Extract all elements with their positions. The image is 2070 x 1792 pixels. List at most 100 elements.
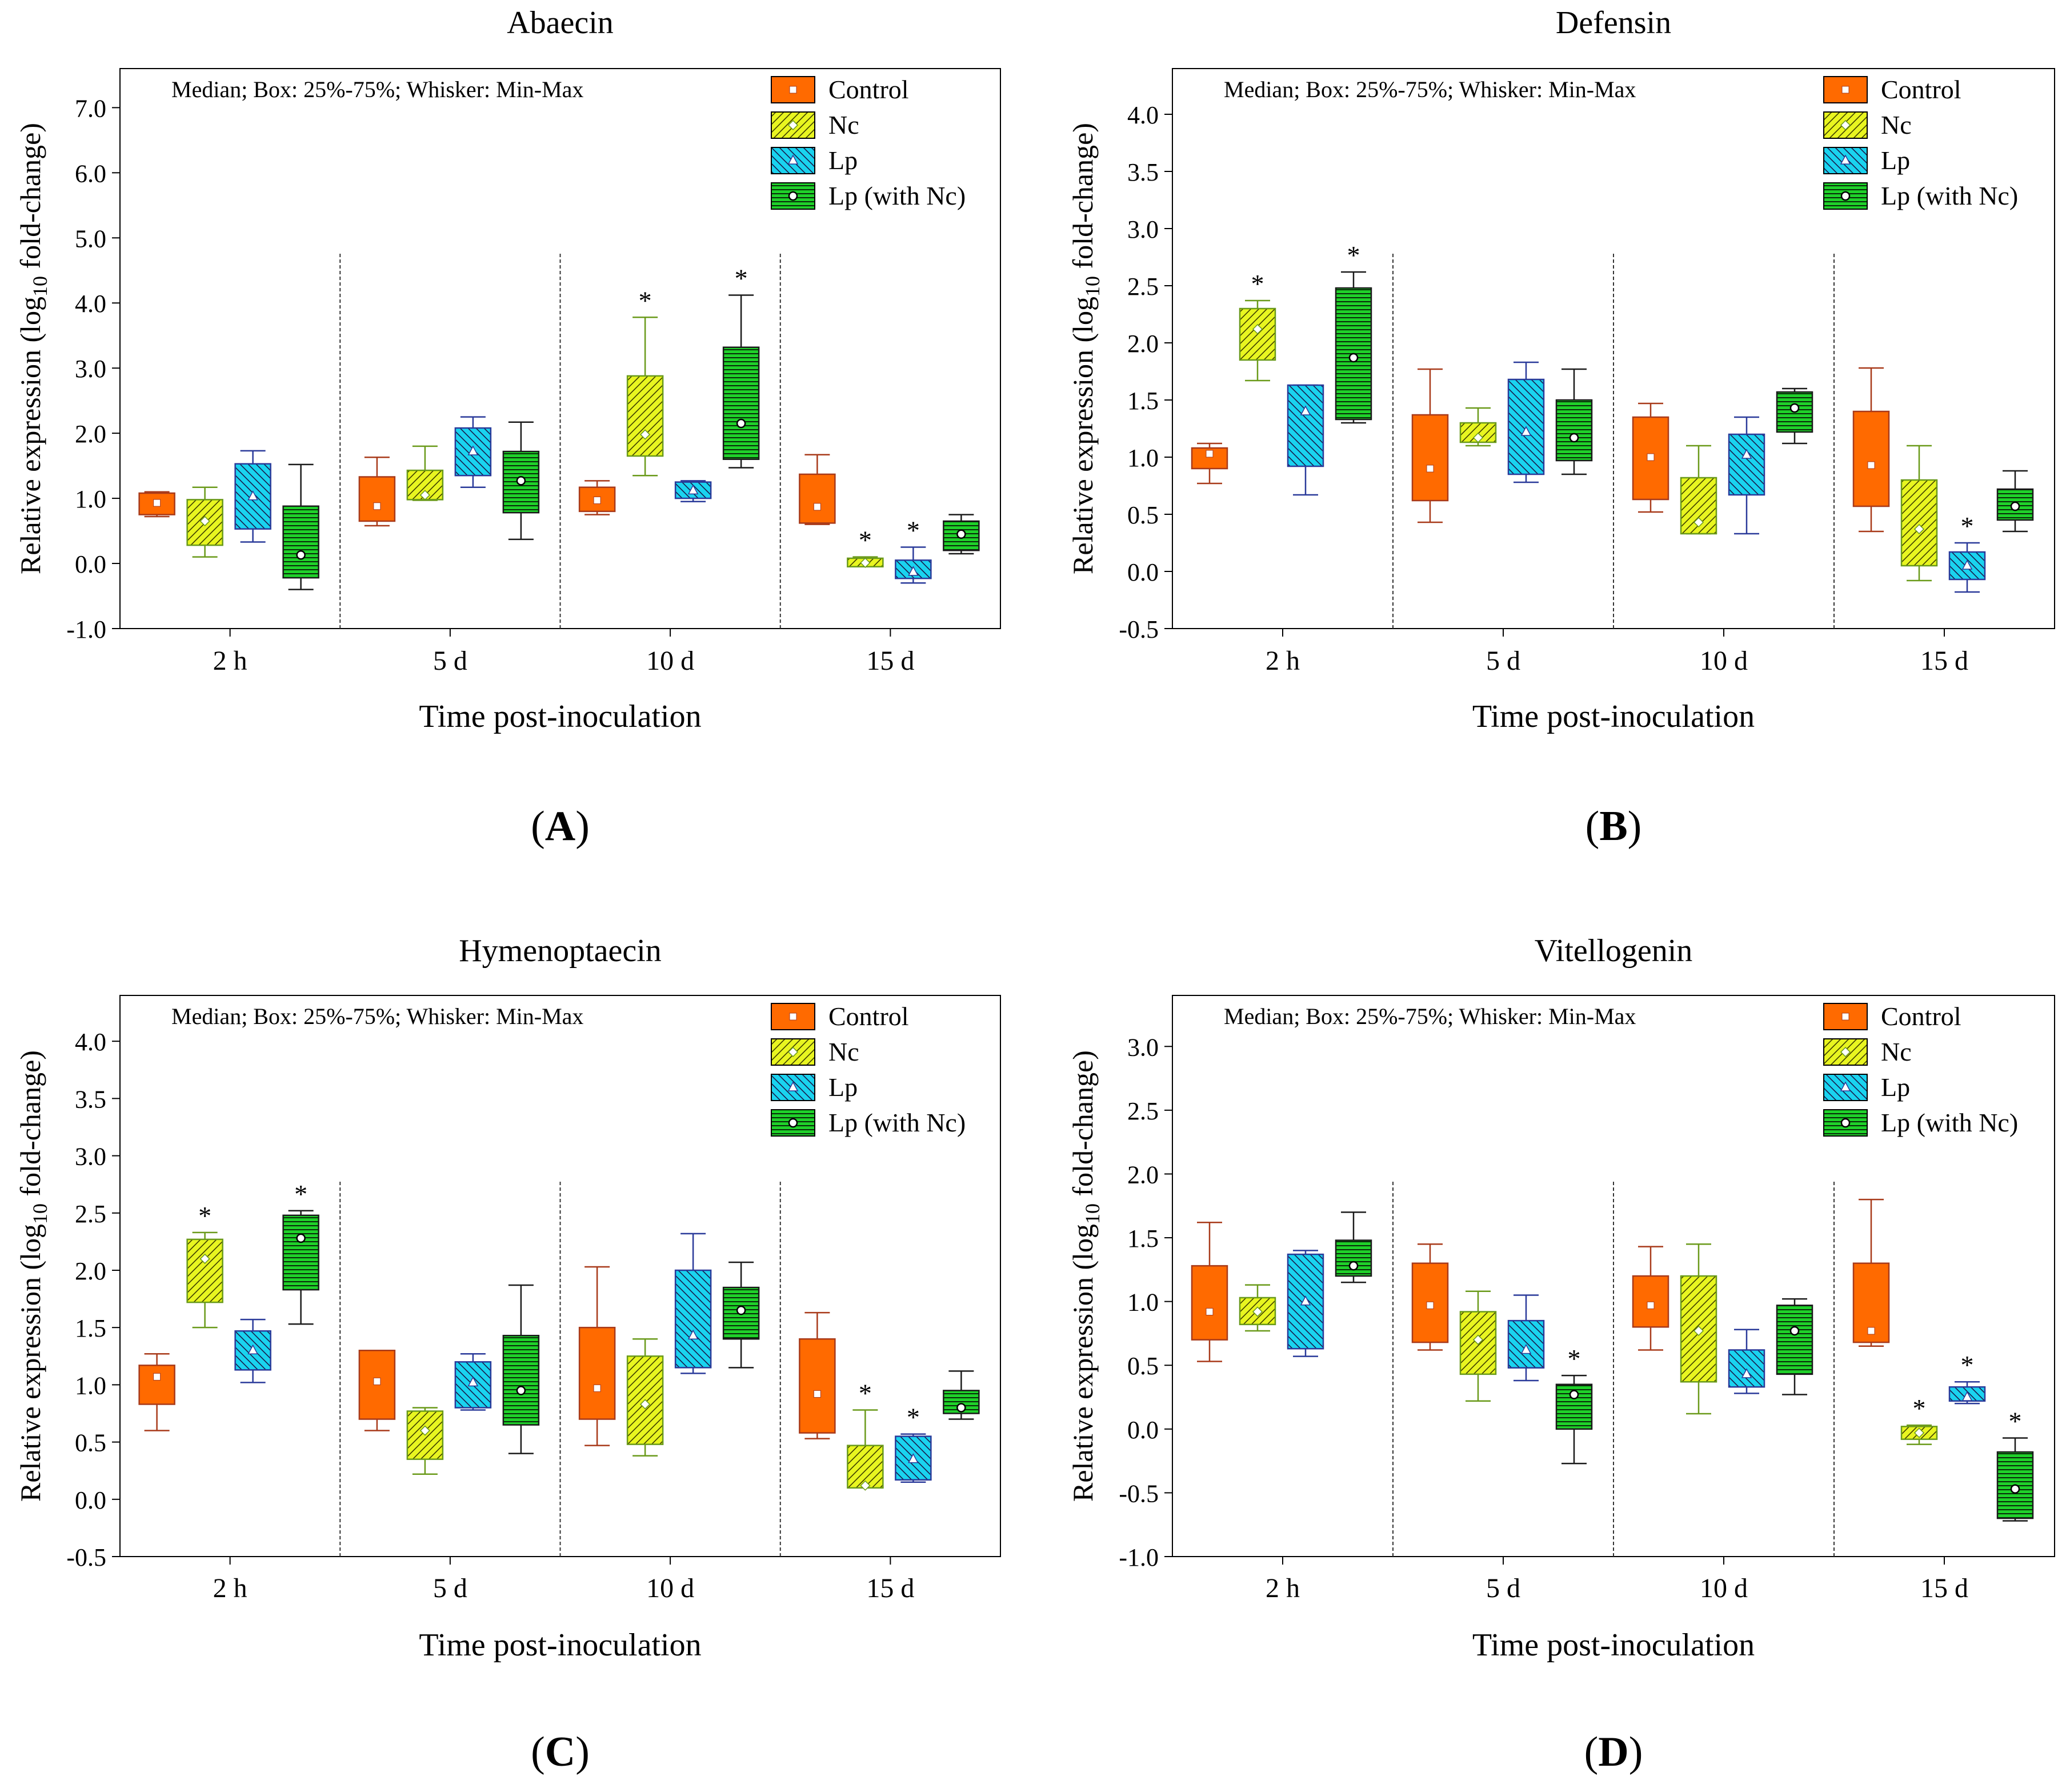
marker-triangle: [1840, 1081, 1851, 1091]
x-tick-label: 2 h: [1266, 1573, 1300, 1603]
y-tick-label: 0.0: [75, 550, 106, 578]
marker-circle: [516, 476, 526, 486]
significance-star: *: [859, 1378, 872, 1407]
box-0-2: [234, 450, 271, 543]
y-tick-label: 2.0: [75, 1257, 106, 1285]
y-tick-label: 3.5: [1127, 158, 1159, 186]
significance-star: *: [907, 1403, 920, 1432]
x-tick-label: 5 d: [1486, 646, 1520, 676]
box-1-1: [1459, 1290, 1497, 1402]
marker-triangle: [908, 1453, 919, 1463]
marker-triangle: [1300, 405, 1311, 415]
box-3-0: [799, 454, 836, 525]
x-tick-label: 15 d: [866, 646, 914, 676]
marker-circle: [956, 1403, 966, 1413]
x-axis-label: Time post-inoculation: [1472, 699, 1755, 734]
box-3-1: *: [1900, 1394, 1938, 1445]
box-iqr: [626, 375, 664, 457]
legend-label: Lp: [1881, 1073, 1910, 1102]
legend-label: Control: [1881, 75, 1961, 104]
y-tick-label: 2.5: [75, 1200, 106, 1228]
y-tick-label: 4.0: [75, 290, 106, 318]
chart-title: Abaecin: [507, 5, 614, 41]
marker-triangle: [467, 445, 479, 455]
marker-diamond: [199, 515, 210, 527]
marker-circle: [1840, 191, 1851, 201]
marker-triangle: [1520, 1343, 1532, 1354]
marker-square: [1841, 1013, 1849, 1021]
box-iqr: [578, 1326, 616, 1420]
significance-star: *: [198, 1201, 211, 1230]
legend-label: Lp (with Nc): [828, 181, 966, 210]
box-3-2: *: [895, 516, 932, 584]
marker-triangle: [687, 1329, 699, 1339]
significance-star: *: [639, 286, 652, 315]
marker-square: [1647, 453, 1655, 461]
y-axis-label: Relative expression (log10 fold-change): [1067, 1050, 1104, 1502]
marker-circle: [2010, 501, 2020, 511]
box-1-2: [454, 416, 492, 488]
y-axis-label: Relative expression (log10 fold-change): [14, 1050, 51, 1502]
marker-circle: [296, 1233, 306, 1243]
y-tick-label: 2.0: [1127, 1161, 1159, 1189]
significance-star: *: [1961, 511, 1974, 541]
marker-square: [373, 502, 381, 510]
x-tick-label: 10 d: [1700, 1573, 1748, 1603]
y-tick-label: 0.0: [1127, 558, 1159, 586]
box-iqr: [1900, 479, 1938, 567]
box-0-2: [1287, 1250, 1324, 1357]
y-tick-label: 3.0: [1127, 215, 1159, 243]
x-tick-label: 15 d: [1920, 646, 1968, 676]
y-tick-label: 2.5: [1127, 1097, 1159, 1125]
box-iqr: [799, 1338, 836, 1434]
box-2-2: [674, 480, 712, 503]
marker-diamond: [640, 1399, 651, 1410]
significance-star: *: [907, 516, 920, 545]
x-axis-label: Time post-inoculation: [419, 699, 701, 734]
summary-note: Median; Box: 25%-75%; Whisker: Min-Max: [171, 1003, 583, 1029]
marker-diamond: [1472, 1334, 1484, 1345]
y-tick-label: 0.0: [75, 1486, 106, 1514]
box-iqr: [1287, 384, 1324, 467]
marker-square: [1426, 1301, 1434, 1309]
box-2-3: [722, 1261, 760, 1369]
marker-circle: [1789, 403, 1800, 413]
box-3-3: [1996, 470, 2034, 533]
panel-label: (A): [531, 803, 590, 850]
x-tick-label: 10 d: [646, 646, 694, 676]
marker-circle: [1569, 1390, 1579, 1399]
y-tick-label: 7.0: [75, 94, 106, 122]
y-tick-label: 1.0: [75, 485, 106, 513]
box-iqr: [282, 1214, 319, 1291]
legend-label: Control: [828, 1002, 909, 1031]
box-2-0: [578, 480, 616, 515]
marker-diamond: [1840, 119, 1851, 131]
x-tick-label: 2 h: [213, 646, 247, 676]
box-iqr: [1632, 1275, 1669, 1328]
marker-square: [1206, 450, 1214, 458]
panel-label: (C): [531, 1729, 590, 1775]
legend-label: Lp (with Nc): [1881, 1108, 2018, 1137]
significance-star: *: [1961, 1350, 1974, 1379]
box-2-3: [1776, 1298, 1813, 1395]
box-1-3: [1555, 368, 1593, 475]
y-tick-label: 4.0: [1127, 101, 1159, 129]
y-tick-label: 1.5: [1127, 1225, 1159, 1253]
summary-note: Median; Box: 25%-75%; Whisker: Min-Max: [171, 77, 583, 102]
marker-square: [813, 503, 821, 511]
marker-triangle: [908, 566, 919, 576]
y-tick-label: 1.0: [75, 1371, 106, 1399]
box-3-2: *: [895, 1403, 932, 1483]
chart-title: Defensin: [1556, 5, 1671, 41]
box-iqr: [1555, 1383, 1593, 1430]
box-iqr: [1555, 399, 1593, 462]
legend-label: Nc: [1881, 110, 1912, 139]
y-tick-label: -0.5: [66, 1543, 106, 1571]
marker-circle: [1789, 1326, 1800, 1336]
chart-title: Hymenoptaecin: [459, 933, 662, 969]
marker-square: [593, 497, 601, 505]
box-1-1: [406, 1407, 444, 1475]
y-tick-label: 2.5: [1127, 273, 1159, 301]
marker-triangle: [1520, 426, 1532, 436]
